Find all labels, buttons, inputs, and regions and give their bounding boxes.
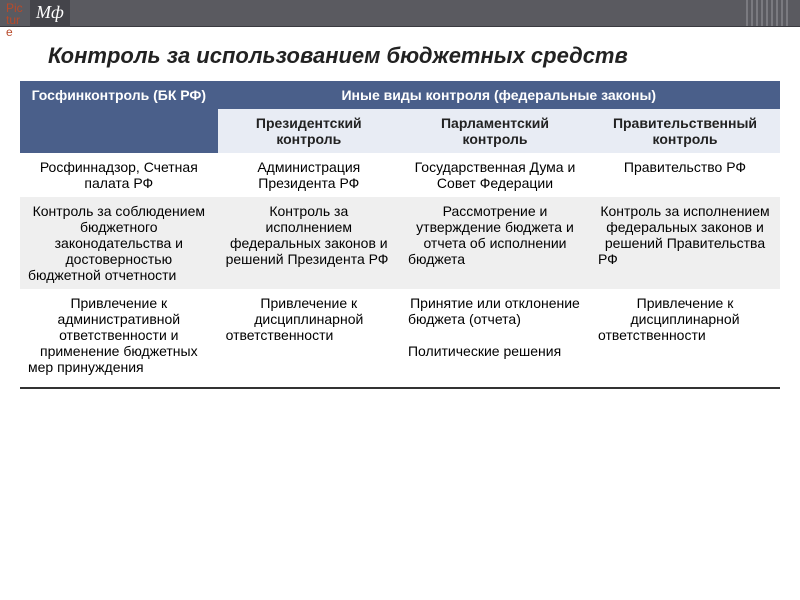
table-header-col3: Правительственный контроль: [590, 109, 780, 153]
table-cell: Контроль за соблюдением бюджетного закон…: [20, 197, 218, 289]
table-header-col0: Госфинконтроль (БК РФ): [20, 81, 218, 153]
topbar-stripe: [746, 0, 788, 26]
control-table: Госфинконтроль (БК РФ) Иные виды контрол…: [20, 81, 780, 381]
table-cell: Государственная Дума и Совет Федерации: [400, 153, 590, 197]
page-title: Контроль за использованием бюджетных сре…: [48, 43, 780, 69]
table-cell: Правительство РФ: [590, 153, 780, 197]
table-row: Росфиннадзор, Счетная палата РФАдминистр…: [20, 153, 780, 197]
table-cell: Росфиннадзор, Счетная палата РФ: [20, 153, 218, 197]
table-cell: Привлечение к дисциплинарной ответственн…: [218, 289, 400, 381]
window-topbar: Picture Мф: [0, 0, 800, 27]
topbar-logo: Мф: [30, 0, 70, 27]
table-cell: Привлечение к административной ответстве…: [20, 289, 218, 381]
table-cell: Администрация Президента РФ: [218, 153, 400, 197]
table-header-col2: Парламентский контроль: [400, 109, 590, 153]
table-header-col1: Президентский контроль: [218, 109, 400, 153]
table-row: Привлечение к административной ответстве…: [20, 289, 780, 381]
table-cell: Контроль за исполнением федеральных зако…: [218, 197, 400, 289]
bottom-divider: [20, 387, 780, 389]
table-header-group: Иные виды контроля (федеральные законы): [218, 81, 780, 109]
table-row: Контроль за соблюдением бюджетного закон…: [20, 197, 780, 289]
table-cell: Принятие или отклонение бюджета (отчета)…: [400, 289, 590, 381]
table-cell: Привлечение к дисциплинарной ответственн…: [590, 289, 780, 381]
table-cell: Рассмотрение и утверждение бюджета и отч…: [400, 197, 590, 289]
slide-content: Контроль за использованием бюджетных сре…: [0, 27, 800, 401]
table-cell: Контроль за исполнением федеральных зако…: [590, 197, 780, 289]
topbar-small-text: Picture: [6, 2, 24, 38]
table-body: Росфиннадзор, Счетная палата РФАдминистр…: [20, 153, 780, 381]
